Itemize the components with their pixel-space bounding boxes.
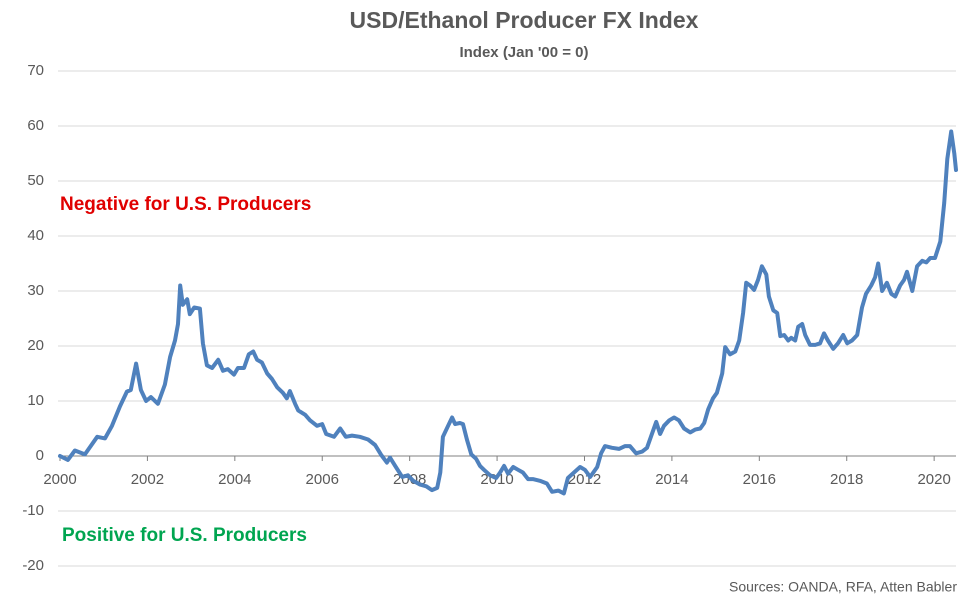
x-tick-label: 2002 (131, 471, 164, 488)
y-tick-label: -10 (22, 502, 44, 519)
y-tick-label: 40 (27, 227, 44, 244)
annotation: Positive for U.S. Producers (62, 525, 307, 546)
y-tick-label: 30 (27, 282, 44, 299)
chart-title: USD/Ethanol Producer FX Index (350, 7, 699, 33)
x-tick-label: 2004 (218, 471, 251, 488)
x-tick-label: 2006 (306, 471, 339, 488)
chart-subtitle: Index (Jan '00 = 0) (459, 44, 588, 61)
y-tick-label: 60 (27, 117, 44, 134)
x-tick-label: 2014 (655, 471, 688, 488)
x-tick-label: 2018 (830, 471, 863, 488)
y-tick-label: 70 (27, 62, 44, 79)
annotation: Negative for U.S. Producers (60, 194, 311, 215)
y-tick-label: 10 (27, 392, 44, 409)
line-series (58, 129, 958, 496)
source-note: Sources: OANDA, RFA, Atten Babler (729, 579, 957, 595)
x-tick-label: 2016 (743, 471, 776, 488)
x-tick-label: 2000 (43, 471, 76, 488)
y-tick-label: -20 (22, 557, 44, 574)
y-tick-label: 50 (27, 172, 44, 189)
y-tick-label: 20 (27, 337, 44, 354)
y-tick-label: 0 (36, 447, 44, 464)
x-tick-label: 2020 (917, 471, 950, 488)
